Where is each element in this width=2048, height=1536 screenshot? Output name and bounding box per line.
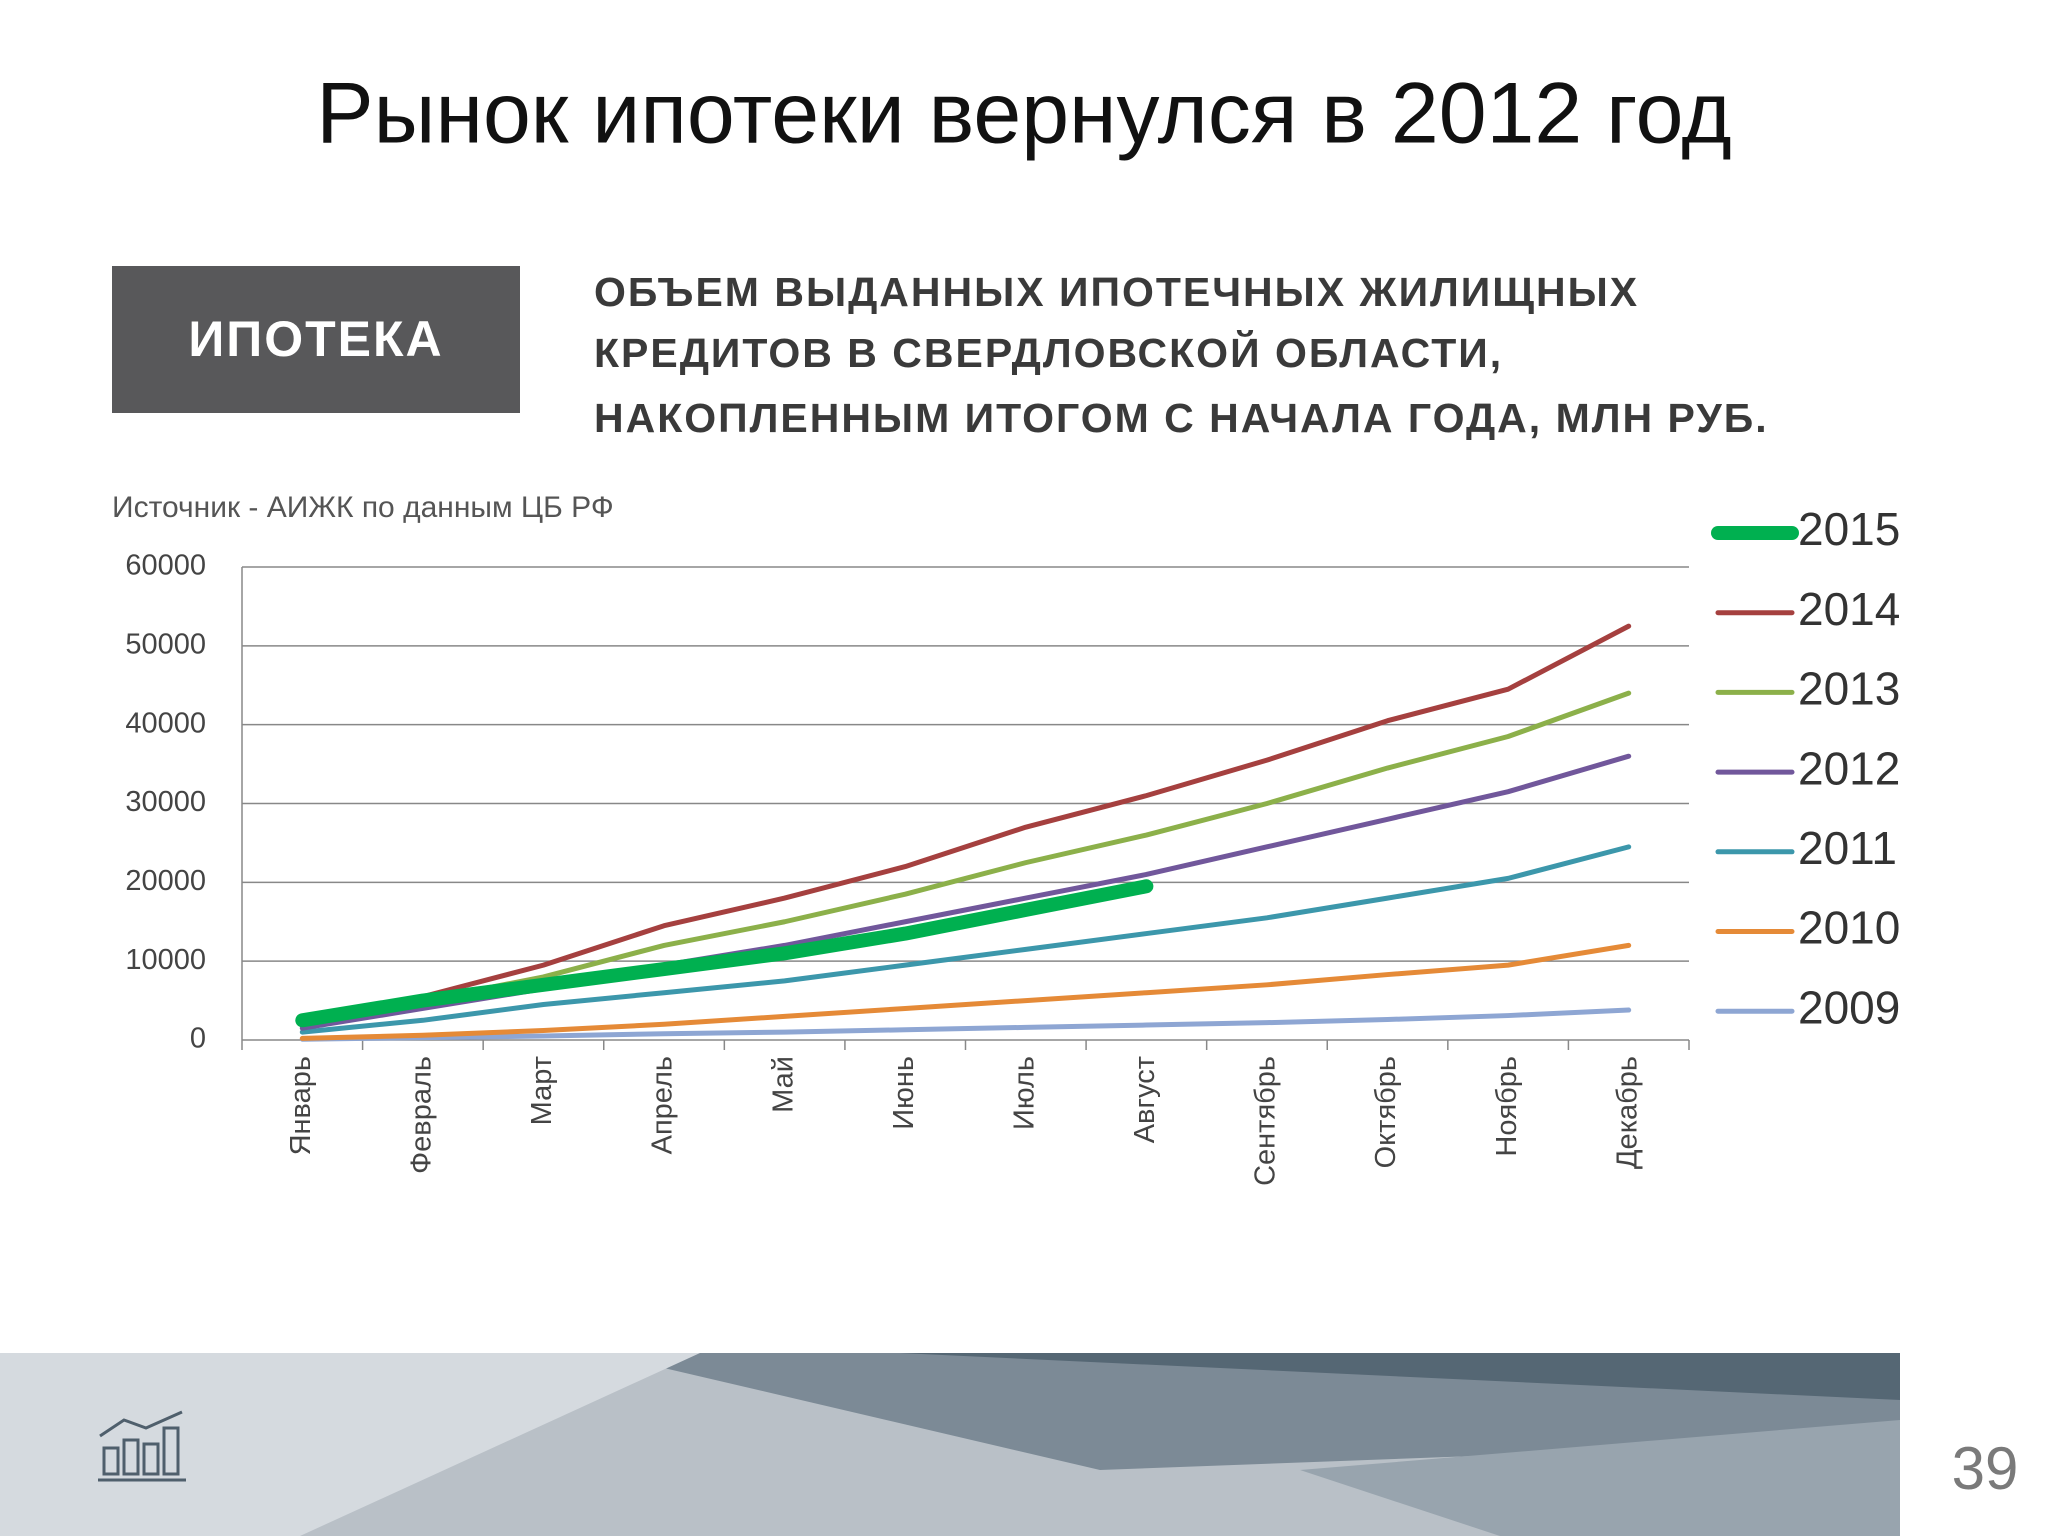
series-line	[299, 623, 1632, 1027]
x-tick-label: Октябрь	[1370, 1056, 1402, 1168]
series-line	[299, 1007, 1632, 1042]
series-line	[295, 879, 1154, 1028]
legend-label: 2010	[1798, 902, 1900, 954]
legend-label: 2011	[1798, 822, 1897, 874]
subtitle-line: ОБЪЕМ ВЫДАННЫХ ИПОТЕЧНЫХ ЖИЛИЩНЫХ	[594, 269, 1639, 315]
x-tick-label: Апрель	[647, 1056, 679, 1154]
y-tick-label: 50000	[125, 628, 206, 660]
y-tick-label: 20000	[125, 865, 206, 897]
legend-label: 2015	[1798, 503, 1900, 555]
legend-label: 2012	[1798, 742, 1900, 794]
page-number: 39	[1952, 1435, 2019, 1502]
subtitle-line: КРЕДИТОВ В СВЕРДЛОВСКОЙ ОБЛАСТИ,	[594, 330, 1503, 376]
x-tick-label: Ноябрь	[1491, 1056, 1523, 1157]
y-tick-label: 40000	[125, 707, 206, 739]
series-line	[299, 942, 1632, 1041]
x-tick-label: Январь	[285, 1056, 317, 1155]
badge-box	[112, 266, 520, 413]
badge-label: ИПОТЕКА	[188, 311, 443, 367]
x-tick-label: Июнь	[888, 1056, 920, 1130]
slide-title: Рынок ипотеки вернулся в 2012 год	[316, 66, 1731, 162]
footer-icon	[98, 1410, 186, 1482]
x-tick-label: Декабрь	[1611, 1056, 1643, 1169]
y-tick-label: 30000	[125, 786, 206, 818]
series-line	[299, 844, 1632, 1035]
legend-label: 2014	[1798, 583, 1900, 635]
x-tick-label: Август	[1129, 1056, 1161, 1143]
x-tick-label: Май	[767, 1056, 799, 1113]
x-tick-label: Июль	[1008, 1056, 1040, 1130]
footer-band	[0, 1353, 1900, 1536]
legend-label: 2013	[1798, 663, 1900, 715]
x-tick-label: Сентябрь	[1250, 1056, 1282, 1186]
y-tick-label: 10000	[125, 944, 206, 976]
y-tick-label: 0	[190, 1023, 206, 1055]
x-tick-label: Март	[526, 1056, 558, 1125]
subtitle-line: НАКОПЛЕННЫМ ИТОГОМ С НАЧАЛА ГОДА, МЛН РУ…	[594, 395, 1769, 441]
legend-label: 2009	[1798, 981, 1900, 1033]
source-note: Источник - АИЖК по данным ЦБ РФ	[112, 491, 614, 524]
y-tick-label: 60000	[125, 550, 206, 582]
x-tick-label: Февраль	[406, 1056, 438, 1174]
